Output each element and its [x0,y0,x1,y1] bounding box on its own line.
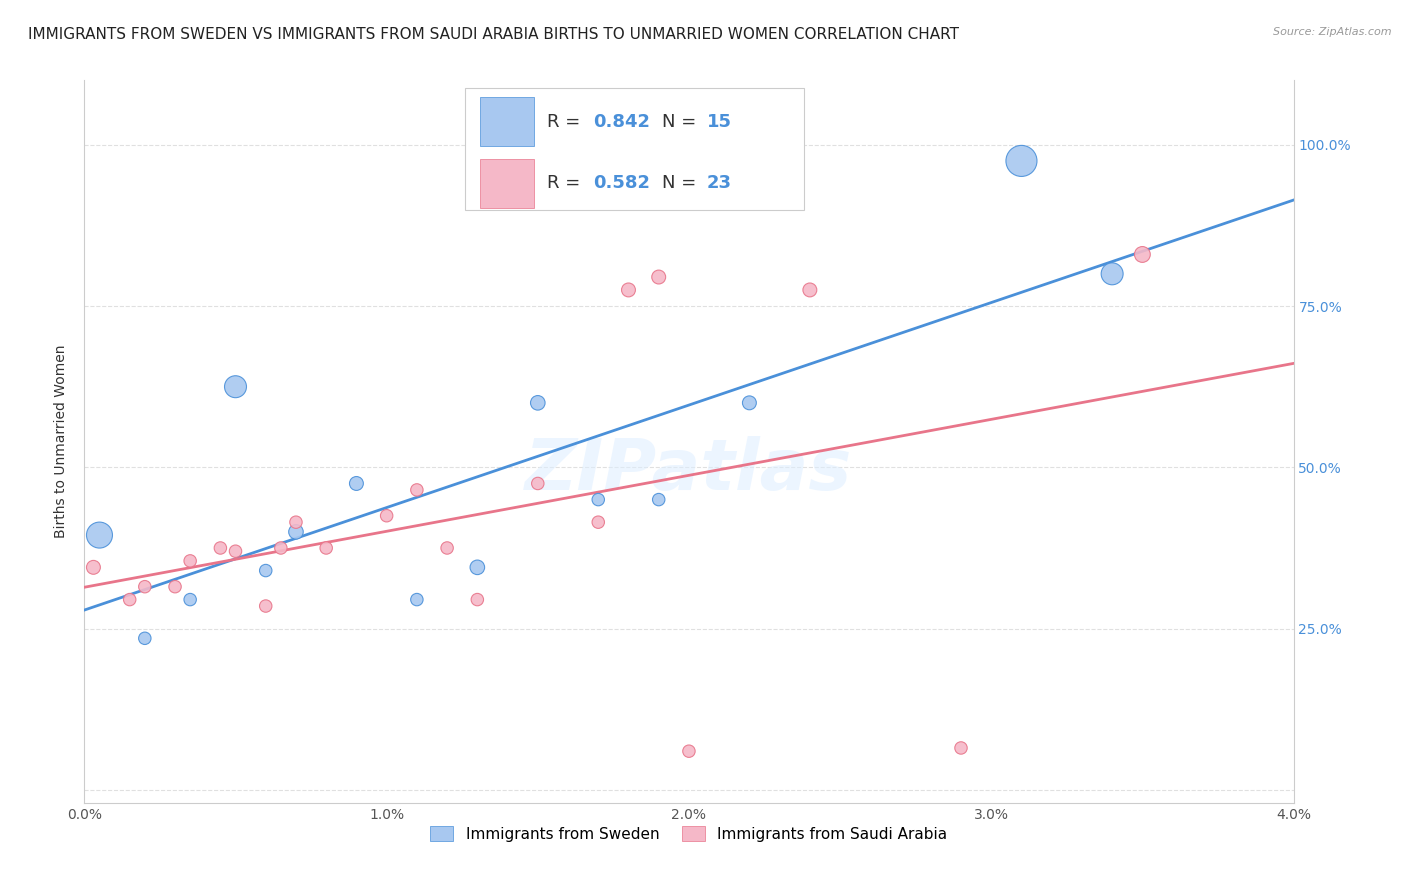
Point [678,744,700,758]
Point [346,476,368,491]
Bar [479,159,534,208]
Text: 15: 15 [707,113,733,131]
Point [738,396,761,410]
Point [406,592,429,607]
Point [467,560,489,574]
Point [225,380,247,394]
Point [950,741,973,756]
Point [799,283,821,297]
Bar [479,97,534,146]
Point [1101,267,1123,281]
Point [134,632,156,646]
Point [285,515,308,529]
Point [617,283,640,297]
Text: Source: ZipAtlas.com: Source: ZipAtlas.com [1274,27,1392,37]
Text: N =: N = [662,174,703,193]
Text: R =: R = [547,113,586,131]
Y-axis label: Births to Unmarried Women: Births to Unmarried Women [55,345,69,538]
Legend: Immigrants from Sweden, Immigrants from Saudi Arabia: Immigrants from Sweden, Immigrants from … [423,818,955,849]
Point [527,396,550,410]
Point [436,541,458,555]
Text: R =: R = [547,174,586,193]
Point [315,541,337,555]
Point [285,524,308,539]
Point [527,476,550,491]
Point [467,592,489,607]
Point [179,554,201,568]
Point [1011,153,1033,168]
Point [406,483,429,497]
Text: 23: 23 [707,174,733,193]
Text: ZIPatlas: ZIPatlas [526,436,852,505]
Text: IMMIGRANTS FROM SWEDEN VS IMMIGRANTS FROM SAUDI ARABIA BIRTHS TO UNMARRIED WOMEN: IMMIGRANTS FROM SWEDEN VS IMMIGRANTS FRO… [28,27,959,42]
Point [179,592,201,607]
Point [82,560,104,574]
Point [165,580,187,594]
FancyBboxPatch shape [465,87,804,211]
Point [254,599,277,613]
Point [225,544,247,558]
Point [118,592,141,607]
Point [588,515,610,529]
Point [209,541,232,555]
Point [375,508,398,523]
Point [588,492,610,507]
Point [1132,247,1154,261]
Point [254,564,277,578]
Text: 0.582: 0.582 [593,174,651,193]
Point [270,541,292,555]
Point [648,492,671,507]
Text: 0.842: 0.842 [593,113,651,131]
Point [89,528,111,542]
Point [648,270,671,285]
Point [134,580,156,594]
Text: N =: N = [662,113,703,131]
